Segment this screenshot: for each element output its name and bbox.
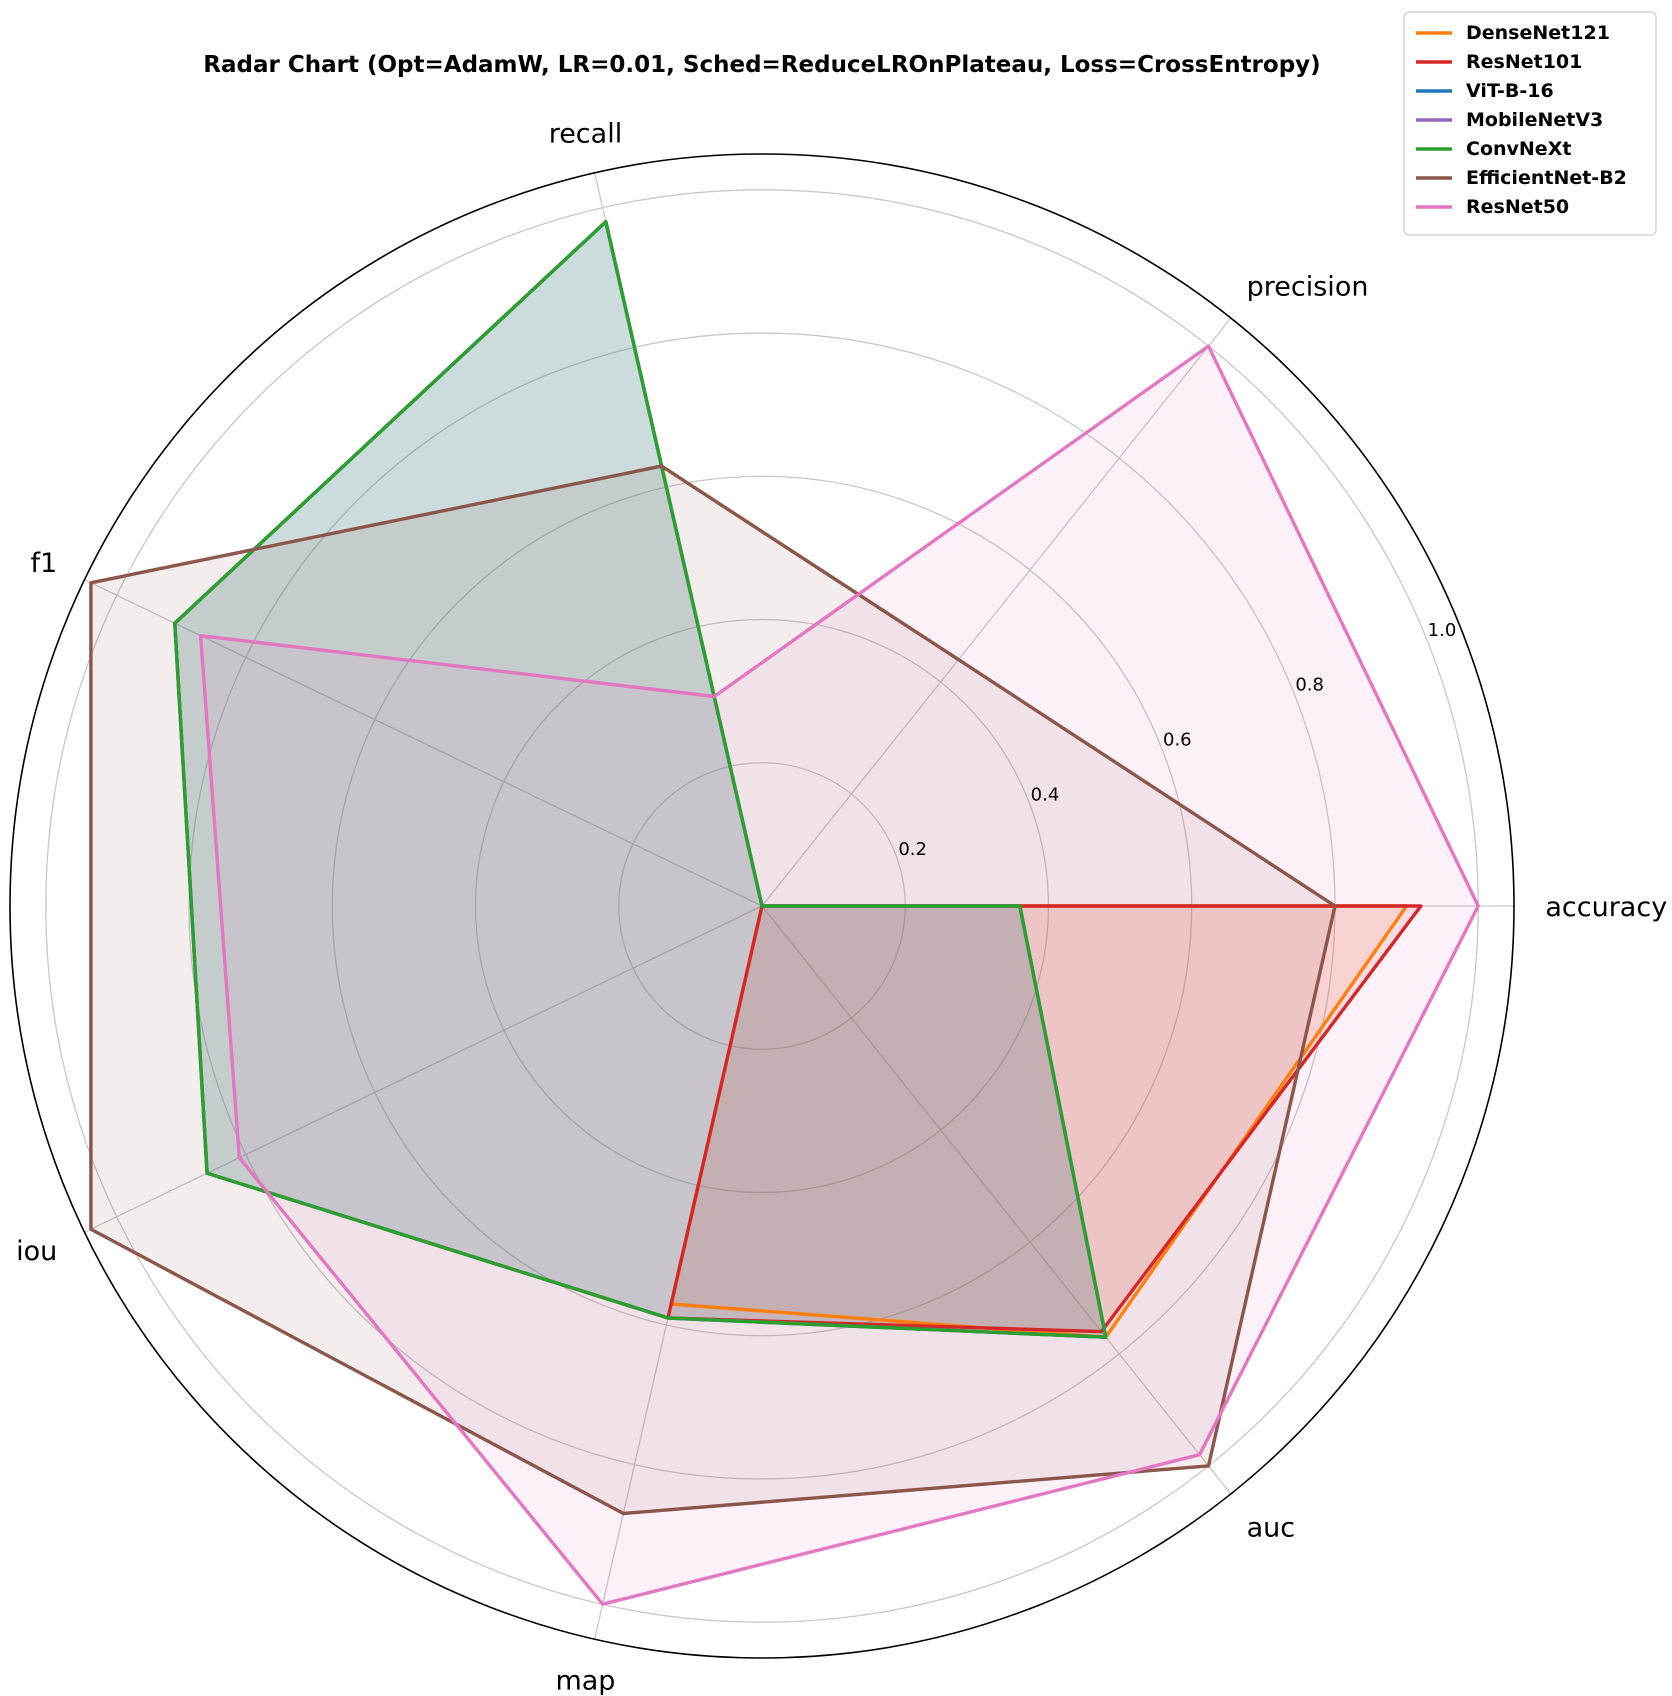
legend-label-ViT-B-16: ViT-B-16	[1466, 80, 1554, 102]
legend-box	[1403, 11, 1657, 236]
r-tick-label: 0.4	[1031, 784, 1060, 805]
axis-label-f1: f1	[31, 548, 58, 579]
axis-labels: 0.2 0.4 0.6 0.8 1.0 accuracy precision recall f1…	[16, 119, 1667, 1696]
axis-label-iou: iou	[16, 1236, 57, 1267]
axis-label-accuracy: accuracy	[1545, 892, 1667, 923]
axis-label-recall: recall	[549, 119, 623, 150]
legend-label-ConvNeXt: ConvNeXt	[1466, 138, 1571, 160]
legend-label-EfficientNet-B2: EfficientNet-B2	[1466, 167, 1627, 189]
spoke-f1	[84, 579, 763, 907]
outer-frame	[9, 153, 1515, 1659]
spoke-precision	[761, 317, 1232, 907]
r-tick-label: 0.2	[898, 839, 927, 860]
legend-label-DenseNet121: DenseNet121	[1466, 22, 1610, 44]
axis-label-precision: precision	[1247, 272, 1369, 303]
r-tick-label: 0.8	[1295, 675, 1324, 696]
axis-label-auc: auc	[1247, 1512, 1296, 1543]
series-fill-MobileNetV3	[174, 221, 1106, 1338]
chart-title: Radar Chart (Opt=AdamW, LR=0.01, Sched=R…	[203, 52, 1320, 78]
axis-label-map: map	[555, 1665, 615, 1696]
spoke-iou	[84, 905, 763, 1233]
series-line-ResNet50	[198, 344, 1480, 1606]
spoke-auc	[761, 905, 1232, 1495]
legend-label-ResNet50: ResNet50	[1466, 196, 1569, 218]
series-fill-ResNet101	[668, 906, 1421, 1332]
series-fill-ConvNeXt	[174, 221, 1106, 1338]
series-fill-ViT-B-16	[174, 221, 1106, 1338]
series-line-EfficientNet-B2	[89, 464, 1337, 1516]
series-lines	[89, 219, 1480, 1606]
legend: DenseNet121 ResNet101 ViT-B-16 MobileNetV3 C…	[1403, 11, 1657, 236]
legend-label-MobileNetV3: MobileNetV3	[1466, 109, 1603, 131]
series-line-ConvNeXt	[173, 219, 1108, 1339]
series-fills	[90, 221, 1479, 1605]
series-fill-DenseNet121	[671, 906, 1407, 1338]
series-fill-EfficientNet-B2	[90, 466, 1335, 1514]
r-tick-label: 1.0	[1428, 620, 1457, 641]
legend-label-ResNet101: ResNet101	[1466, 51, 1582, 73]
series-fill-ResNet50	[200, 346, 1479, 1605]
r-tick-label: 0.6	[1163, 730, 1192, 751]
